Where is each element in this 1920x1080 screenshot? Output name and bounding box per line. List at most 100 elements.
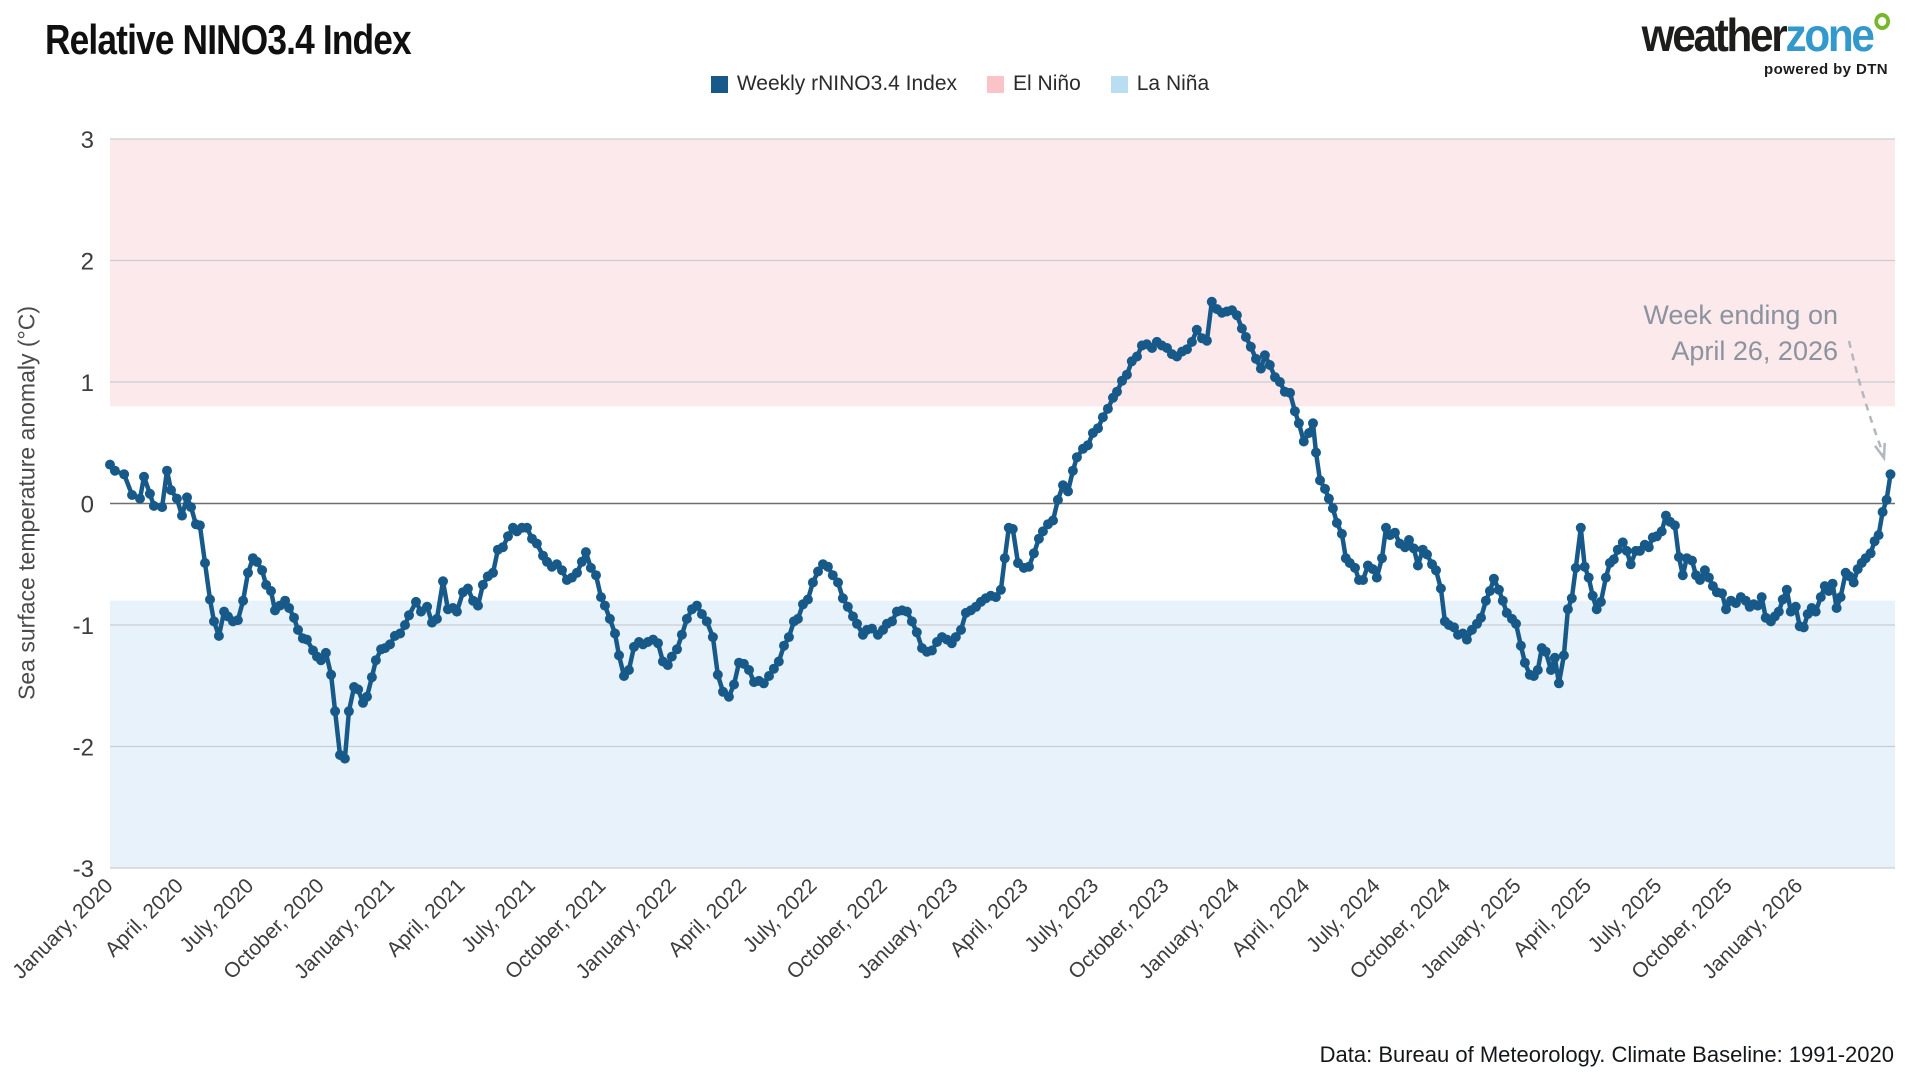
data-point [1677, 570, 1688, 581]
data-point [950, 632, 961, 643]
data-point [157, 502, 168, 513]
data-point [1810, 606, 1821, 617]
data-point [1371, 572, 1382, 583]
y-tick-label: -1 [73, 613, 94, 640]
data-point [1643, 542, 1654, 553]
data-point [1515, 640, 1526, 651]
data-point [906, 616, 917, 627]
data-point [251, 556, 262, 567]
data-point [610, 628, 620, 639]
data-point [1781, 584, 1792, 595]
data-point [186, 502, 196, 513]
data-point [320, 647, 331, 658]
data-point [144, 488, 155, 499]
data-point [691, 600, 702, 611]
data-point [681, 613, 692, 624]
data-point [127, 490, 138, 500]
data-point [1777, 594, 1788, 605]
data-point [503, 531, 513, 542]
data-point [1182, 344, 1192, 355]
data-point [326, 669, 337, 680]
y-tick-label: -2 [73, 735, 94, 762]
data-point [1431, 565, 1441, 576]
data-point [1873, 530, 1884, 541]
data-point [1831, 603, 1842, 613]
logo-tagline: powered by DTN [1764, 61, 1888, 78]
data-point [1553, 678, 1564, 689]
data-point [1037, 526, 1048, 537]
data-point [1251, 353, 1261, 364]
data-point [438, 576, 448, 587]
la-nina-band [110, 600, 1895, 868]
data-point [1579, 561, 1590, 572]
data-point [119, 469, 130, 480]
data-point [995, 584, 1006, 595]
data-point [768, 663, 779, 674]
data-point [1236, 323, 1247, 334]
data-point [758, 678, 769, 689]
data-point [366, 672, 377, 683]
data-point [591, 570, 601, 581]
data-point [902, 606, 912, 617]
legend-item-la-nina[interactable]: La Niña [1110, 72, 1209, 96]
data-point [1865, 548, 1876, 559]
data-point [1240, 332, 1251, 342]
data-point [852, 618, 862, 629]
data-point [280, 595, 291, 606]
data-point [1815, 592, 1826, 603]
data-point [792, 613, 803, 624]
data-point [1608, 554, 1619, 565]
data-point [1566, 593, 1577, 604]
x-tick-label: January, 2020 [8, 874, 117, 983]
page-title: Relative NINO3.4 Index [45, 16, 412, 63]
data-point [1315, 475, 1325, 486]
data-point [1293, 418, 1304, 429]
data-point [1570, 562, 1581, 573]
data-point [822, 561, 833, 572]
data-point [585, 562, 596, 573]
data-point [182, 492, 192, 503]
data-point [1881, 494, 1892, 505]
legend-item-weekly-rnino[interactable]: Weekly rNINO3.4 Index [710, 72, 957, 96]
data-point [557, 565, 567, 576]
data-point [1435, 583, 1446, 594]
data-point [1484, 586, 1495, 596]
data-point [205, 594, 215, 605]
data-point [1024, 561, 1034, 572]
data-point [1245, 341, 1256, 352]
data-point [488, 567, 498, 578]
data-point [213, 630, 224, 641]
la-nina-swatch-icon [1110, 75, 1128, 93]
data-point [462, 583, 473, 594]
data-point [243, 567, 253, 578]
el-nino-swatch-icon [987, 75, 1005, 93]
last-data-point [1885, 469, 1896, 480]
data-point [473, 600, 483, 611]
data-point [1082, 440, 1093, 451]
data-point [1052, 494, 1063, 505]
data-point [135, 493, 145, 504]
data-point [837, 593, 848, 604]
data-point [1231, 310, 1242, 321]
legend-item-el-nino[interactable]: El Niño [987, 72, 1081, 96]
data-point [990, 592, 1001, 603]
logo-text-weather: weather [1641, 9, 1787, 61]
data-point [431, 613, 442, 624]
data-point [139, 471, 149, 482]
data-point [1112, 386, 1122, 397]
data-point [1191, 324, 1202, 335]
data-point [813, 566, 823, 577]
data-point [166, 485, 176, 496]
data-point [1311, 447, 1321, 458]
data-point [1201, 335, 1212, 346]
data-point [330, 706, 341, 717]
data-point [1028, 548, 1039, 559]
data-point [827, 570, 838, 581]
data-point [1656, 526, 1667, 537]
data-point [926, 645, 937, 656]
data-point [200, 558, 210, 568]
data-point [266, 586, 276, 596]
data-point [833, 577, 843, 588]
data-point [1717, 588, 1727, 599]
